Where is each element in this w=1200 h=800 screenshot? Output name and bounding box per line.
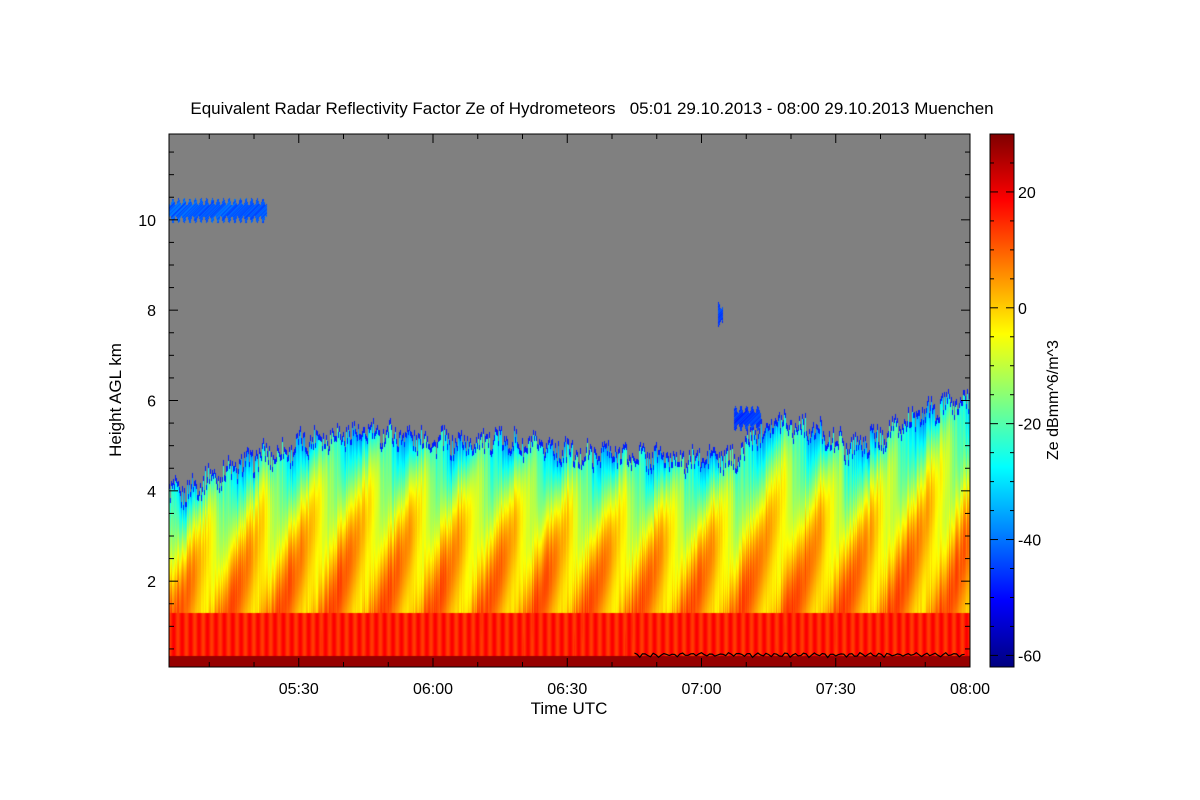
y-tick-label: 4	[147, 484, 156, 501]
y-axis: 2 4 6 8 10	[138, 151, 970, 650]
colorbar-label: Ze dBmm^6/m^3	[1045, 340, 1062, 460]
x-tick-label: 06:30	[547, 681, 587, 698]
colorbar-gradient	[989, 133, 1015, 668]
reflectivity-heatmap	[169, 134, 970, 667]
colorbar-tick-label: -40	[1018, 533, 1041, 550]
x-tick-label: 05:30	[279, 681, 319, 698]
x-tick-label: 07:00	[681, 681, 721, 698]
x-tick-label: 08:00	[950, 681, 990, 698]
cloud-base-line	[634, 651, 965, 659]
x-tick-label: 06:00	[413, 681, 453, 698]
x-axis-label: Time UTC	[531, 699, 608, 718]
y-axis-label: Height AGL km	[106, 343, 125, 457]
chart-title: Equivalent Radar Reflectivity Factor Ze …	[190, 99, 993, 118]
colorbar-tick-label: -20	[1018, 417, 1041, 434]
colorbar-tick-label: 0	[1018, 301, 1027, 318]
y-tick-label: 10	[138, 213, 156, 230]
y-tick-label: 6	[147, 394, 156, 411]
colorbar-ticks: 20 0 -20 -40 -60	[990, 133, 1041, 665]
colorbar-tick-label: 20	[1018, 185, 1036, 202]
y-tick-label: 2	[147, 574, 156, 591]
plot-area	[168, 133, 971, 668]
colorbar: 20 0 -20 -40 -60 Ze dBmm^6/m^3	[989, 133, 1062, 668]
x-tick-label: 07:30	[816, 681, 856, 698]
x-axis: 05:30 06:00 06:30 07:00 07:30 08:00	[208, 134, 990, 698]
colorbar-tick-label: -60	[1018, 648, 1041, 665]
y-tick-label: 8	[147, 303, 156, 320]
